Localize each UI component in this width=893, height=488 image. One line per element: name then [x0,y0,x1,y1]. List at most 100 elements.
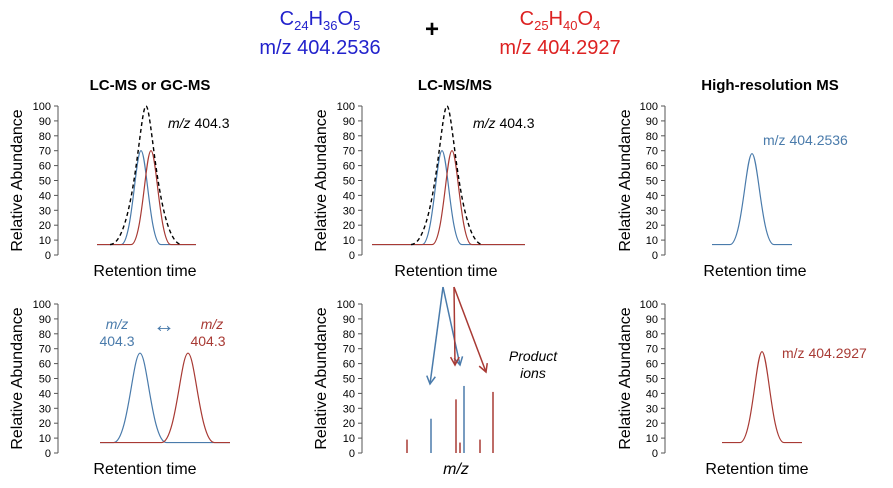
lcms-bottom-y-tick-label: 30 [39,403,51,415]
lcmsms-bottom-y-tick-label: 70 [343,344,355,356]
compound-a-formula: C24H36O5 [279,8,361,33]
lcms-top-series-black [109,105,183,246]
lcms-bottom-label-b-line2: 404.3 [190,333,225,349]
hrms-bottom-series-red [722,351,802,444]
lcmsms-bottom-y-tick-label: 80 [343,329,355,341]
lcmsms-top-y-tick-label: 30 [343,205,355,217]
column-title-lcms: LC-MS or GC-MS [89,77,211,94]
lcmsms-top-y-tick-label: 60 [343,161,355,173]
lcmsms-bottom-x-label: m/z [443,461,469,478]
lcmsms-top-y-tick-label: 70 [343,146,355,158]
lcms-top-series-blue [97,150,196,246]
column-title-lcmsms: LC-MS/MS [417,77,493,94]
hrms-top-y-label: Relative Abundance [617,109,634,251]
lcmsms-top-y-tick-label: 40 [343,190,355,202]
hrms-top-y-tick-label: 0 [652,250,658,262]
hrms-bottom-y-tick-label: 40 [646,388,658,400]
lcmsms-bottom-fragment-arrow [453,286,487,373]
plus-sign: + [425,16,440,43]
hrms-top-y-tick-label: 90 [646,116,658,128]
lcmsms-top-x-label: Retention time [394,263,497,280]
lcmsms-bottom-arrowhead [478,362,488,374]
hrms-top-y-tick-label: 60 [646,161,658,173]
hrms-top-y-tick-label: 20 [646,220,658,232]
hrms-top-annotation: m/z 404.2536 [763,132,848,148]
lcms-top-annotation-value: 404.3 [191,115,230,131]
lcmsms-top-y-tick-label: 90 [343,116,355,128]
lcmsms-bottom-y-label: Relative Abundance [313,307,330,449]
lcms-top-annotation-mz: m/z [168,115,191,131]
lcms-bottom-y-tick-label: 20 [39,418,51,430]
lcmsms-top-series-blue [372,150,525,246]
lcms-bottom-y-tick-label: 10 [39,433,51,445]
hrms-bottom-y-tick-label: 30 [646,403,658,415]
lcms-bottom-y-tick-label: 70 [39,344,51,356]
lcmsms-bottom-arrowhead [426,375,436,386]
hrms-top-y-tick-label: 40 [646,190,658,202]
lcmsms-bottom-annotation-line1: Product [509,348,558,364]
hrms-top-y-tick-label: 80 [646,131,658,143]
lcmsms-top-y-tick-label: 50 [343,176,355,188]
lcms-bottom-y-tick-label: 50 [39,374,51,386]
lcmsms-bottom-y-tick-label: 10 [343,433,355,445]
lcms-bottom-double-arrow: ↔ [153,312,175,337]
lcmsms-bottom-fragment-arrow [429,286,444,385]
lcms-bottom-label-b-line1: m/z [201,316,224,332]
lcms-top-annotation: m/z 404.3 [168,115,230,131]
hrms-bottom-y-tick-label: 50 [646,374,658,386]
hrms-bottom-y-tick-label: 20 [646,418,658,430]
lcms-bottom-label-a-line2: 404.3 [99,333,134,349]
lcmsms-bottom-y-tick-label: 90 [343,314,355,326]
lcmsms-top-y-tick-label: 80 [343,131,355,143]
hrms-bottom-y-label: Relative Abundance [617,307,634,449]
lcmsms-bottom-arrowhead [449,356,460,367]
lcmsms-top-annotation: m/z 404.3 [473,115,535,131]
hrms-top-y-tick-label: 50 [646,176,658,188]
lcms-top-y-tick-label: 40 [39,190,51,202]
hrms-bottom-y-tick-label: 60 [646,359,658,371]
hrms-bottom-y-tick-label: 70 [646,344,658,356]
lcms-top-series-red [97,150,196,246]
lcmsms-top-y-tick-label: 100 [337,101,355,113]
lcms-top-y-tick-label: 90 [39,116,51,128]
hrms-top-y-tick-label: 30 [646,205,658,217]
lcms-top-y-tick-label: 30 [39,205,51,217]
lcms-bottom-series-red [100,352,230,444]
lcms-bottom-y-tick-label: 90 [39,314,51,326]
lcmsms-top-y-tick-label: 0 [349,250,355,262]
lcmsms-bottom-y-tick-label: 100 [337,299,355,311]
lcms-bottom-y-tick-label: 40 [39,388,51,400]
lcms-top-y-tick-label: 80 [39,131,51,143]
hrms-bottom-x-label: Retention time [705,461,808,478]
hrms-top-y-tick-label: 10 [646,235,658,247]
lcms-top-y-tick-label: 50 [39,176,51,188]
lcmsms-top-y-tick-label: 10 [343,235,355,247]
lcms-bottom-series-blue [100,352,230,444]
lcmsms-bottom-y-tick-label: 60 [343,359,355,371]
lcmsms-top-annotation-mz: m/z [473,115,496,131]
lcms-top-y-tick-label: 0 [45,250,51,262]
lcmsms-bottom-y-tick-label: 30 [343,403,355,415]
lcmsms-bottom-y-tick-label: 40 [343,388,355,400]
lcms-bottom-y-tick-label: 0 [45,448,51,460]
lcms-bottom-y-tick-label: 80 [39,329,51,341]
lcmsms-bottom-y-tick-label: 0 [349,448,355,460]
lcmsms-bottom-arrowhead [453,356,464,367]
hrms-bottom-annotation: m/z 404.2927 [782,345,867,361]
hrms-bottom-y-tick-label: 100 [640,299,658,311]
lcmsms-bottom-y-tick-label: 20 [343,418,355,430]
compound-b-header: C25H40O4 m/z 404.2927 [495,8,625,59]
lcms-bottom-y-tick-label: 60 [39,359,51,371]
lcms-top-y-tick-label: 100 [33,101,51,113]
hrms-top-series-blue [712,153,792,246]
lcms-top-y-tick-label: 20 [39,220,51,232]
column-title-hrms: High-resolution MS [701,77,839,94]
lcmsms-bottom-fragment-arrow [442,286,461,366]
lcms-bottom-x-label: Retention time [93,461,196,478]
compound-b-mz: m/z 404.2927 [499,37,621,59]
lcmsms-bottom-fragment-arrow [453,286,456,366]
lcms-top-y-tick-label: 10 [39,235,51,247]
lcmsms-top-series-black [410,105,484,246]
lcms-top-y-tick-label: 70 [39,146,51,158]
